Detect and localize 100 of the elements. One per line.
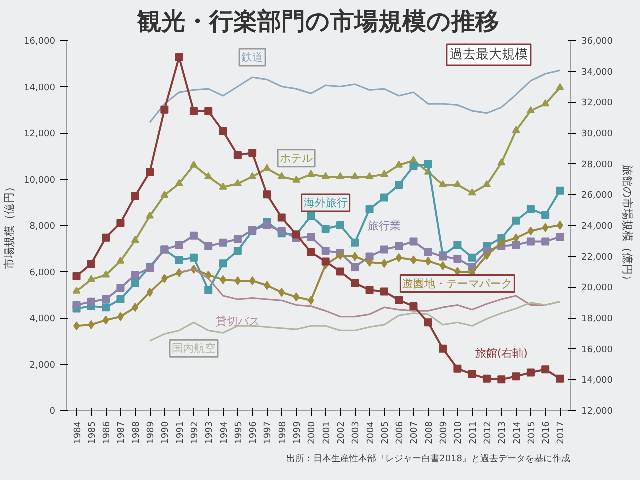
point	[175, 256, 184, 264]
point	[439, 180, 448, 188]
point	[219, 127, 228, 136]
point	[322, 172, 330, 180]
point	[146, 288, 154, 298]
x-tick-label: 1988	[132, 421, 142, 444]
point	[380, 288, 388, 296]
y2-tick-label: 28,000	[582, 160, 614, 170]
series-label: ホテル	[280, 152, 314, 165]
point	[556, 186, 564, 195]
point	[454, 255, 462, 264]
point	[234, 151, 242, 160]
annotation: 過去最大規模	[450, 48, 528, 62]
point	[498, 238, 505, 248]
point	[234, 276, 242, 286]
point	[498, 376, 506, 384]
y2-axis-title: 旅館の市場規模（億円）	[620, 165, 634, 286]
x-tick-label: 2014	[512, 421, 523, 444]
point	[410, 302, 418, 310]
point	[263, 222, 272, 230]
x-tick-label: 2004	[366, 421, 376, 444]
point	[102, 316, 110, 325]
y2-tick-label: 30,000	[582, 130, 614, 140]
point	[293, 292, 300, 302]
point	[351, 263, 360, 272]
point	[322, 246, 330, 255]
point	[410, 238, 418, 246]
series-label: 鉄道	[242, 51, 264, 64]
point	[160, 106, 169, 114]
point	[336, 222, 344, 230]
point	[542, 211, 550, 220]
point	[526, 106, 535, 114]
y2-tick-label: 36,000	[582, 37, 614, 47]
y2-tick-label: 24,000	[582, 222, 614, 232]
point	[87, 298, 96, 306]
point	[116, 284, 125, 292]
point	[482, 180, 491, 188]
y-tick-label: 4,000	[30, 314, 56, 324]
point	[131, 192, 140, 200]
point	[556, 83, 564, 90]
x-tick-label: 1998	[278, 421, 288, 444]
point	[278, 214, 286, 222]
y2-tick-label: 14,000	[582, 376, 614, 386]
line-series	[149, 301, 562, 342]
y-tick-label: 0	[50, 407, 56, 417]
x-tick-label: 1987	[117, 422, 128, 444]
point	[146, 168, 154, 176]
point	[322, 258, 330, 266]
x-tick-label: 2017	[556, 422, 567, 444]
point	[175, 241, 184, 250]
point	[542, 238, 550, 246]
point	[336, 268, 344, 276]
point	[512, 241, 520, 250]
point	[72, 286, 81, 294]
point	[380, 246, 388, 254]
point	[204, 107, 213, 116]
point	[175, 53, 184, 62]
point	[366, 286, 374, 294]
point	[526, 368, 535, 377]
point	[307, 233, 316, 242]
x-tick-label: 1995	[234, 422, 244, 444]
point	[542, 100, 550, 107]
x-tick-label: 1984	[73, 421, 84, 444]
x-tick-label: 2010	[454, 421, 464, 444]
point	[146, 212, 154, 219]
point	[556, 374, 564, 383]
point	[366, 172, 374, 180]
point	[263, 164, 272, 172]
y2-tick-label: 32,000	[582, 98, 614, 109]
y2-tick-label: 16,000	[582, 345, 614, 356]
series-label: 旅行業	[368, 219, 401, 232]
point	[307, 170, 316, 178]
x-tick-label: 1992	[190, 422, 200, 444]
point	[175, 179, 184, 186]
point	[336, 172, 344, 180]
point	[278, 172, 286, 180]
point	[395, 181, 404, 190]
point	[468, 188, 476, 196]
point	[512, 372, 520, 381]
y-tick-label: 8,000	[30, 222, 56, 232]
point	[190, 160, 198, 168]
x-tick-label: 2013	[498, 422, 508, 444]
point	[556, 233, 564, 242]
point	[351, 172, 360, 180]
x-tick-label: 2001	[322, 422, 332, 444]
y-tick-label: 12,000	[24, 130, 56, 140]
point	[439, 344, 448, 353]
y-tick-label: 16,000	[24, 37, 56, 47]
point	[425, 256, 432, 266]
point	[454, 241, 462, 250]
point	[526, 205, 535, 214]
x-tick-label: 1990	[161, 421, 172, 444]
text: 出所：日本生産性本部『レジャー白書2018』と過去データを基に作成	[286, 454, 570, 464]
x-tick-label: 2002	[336, 422, 347, 444]
point	[440, 261, 446, 270]
point	[322, 224, 330, 233]
point	[557, 221, 564, 230]
x-tick-label: 1997	[264, 422, 274, 444]
point	[131, 236, 140, 244]
series-label: 貸切バス	[216, 315, 260, 328]
